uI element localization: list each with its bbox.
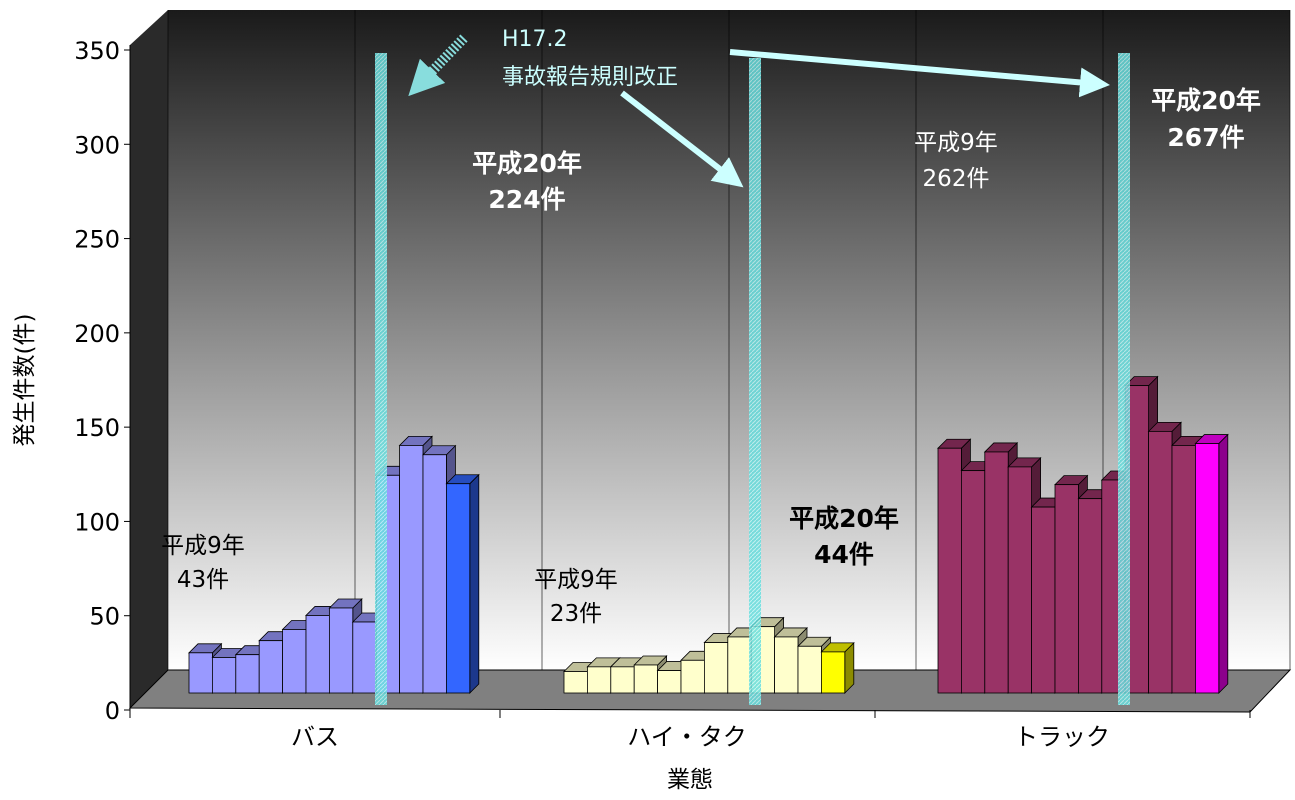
bar	[820, 641, 855, 694]
bus-start-label-year: 平成9年	[161, 533, 245, 559]
bar	[445, 473, 480, 694]
x-category-label: ハイ・タク	[627, 723, 747, 751]
bus-end-label-year: 平成20年	[472, 149, 582, 178]
y-tick-label: 0	[105, 697, 120, 725]
x-category-label: トラック	[1014, 723, 1110, 751]
truck-start-label-count: 262件	[923, 166, 990, 192]
truck-start-label-year: 平成9年	[914, 130, 998, 156]
x-axis-label: 業態	[667, 767, 713, 793]
taxi-start-label-year: 平成9年	[534, 567, 618, 593]
y-axis: 0 50 100 150 200 250 300 350	[74, 37, 131, 725]
taxi-end-label-count: 44件	[814, 540, 874, 569]
y-tick-label: 100	[74, 508, 120, 536]
arrow-to-bus-line	[408, 34, 468, 97]
revision-line-taxi	[749, 58, 761, 705]
y-tick-label: 300	[74, 131, 120, 159]
bar	[1194, 433, 1229, 694]
x-axis-categories: バス ハイ・タク トラック	[129, 710, 1251, 751]
y-tick-label: 50	[89, 603, 120, 631]
chart-side-wall	[130, 10, 168, 708]
y-tick-label: 250	[74, 226, 120, 254]
y-axis-label: 発生件数(件)	[12, 314, 38, 447]
x-category-label: バス	[291, 723, 339, 751]
truck-end-label-count: 267件	[1167, 123, 1244, 152]
bar-group-1	[563, 616, 855, 694]
y-tick-label: 200	[74, 320, 120, 348]
revision-label-date: H17.2	[502, 27, 568, 52]
revision-label-text: 事故報告規則改正	[502, 65, 678, 90]
taxi-end-label-year: 平成20年	[789, 504, 899, 533]
taxi-start-label-count: 23件	[550, 601, 602, 627]
revision-line-bus	[375, 53, 387, 705]
y-tick-label: 150	[74, 414, 120, 442]
revision-line-truck	[1118, 53, 1130, 705]
arrow-to-taxi-line	[620, 90, 744, 188]
y-tick-label: 350	[74, 37, 120, 65]
truck-end-label-year: 平成20年	[1151, 86, 1261, 115]
arrow-to-truck-line	[729, 49, 1110, 98]
bus-start-label-count: 43件	[177, 567, 229, 593]
bus-end-label-count: 224件	[488, 185, 565, 214]
